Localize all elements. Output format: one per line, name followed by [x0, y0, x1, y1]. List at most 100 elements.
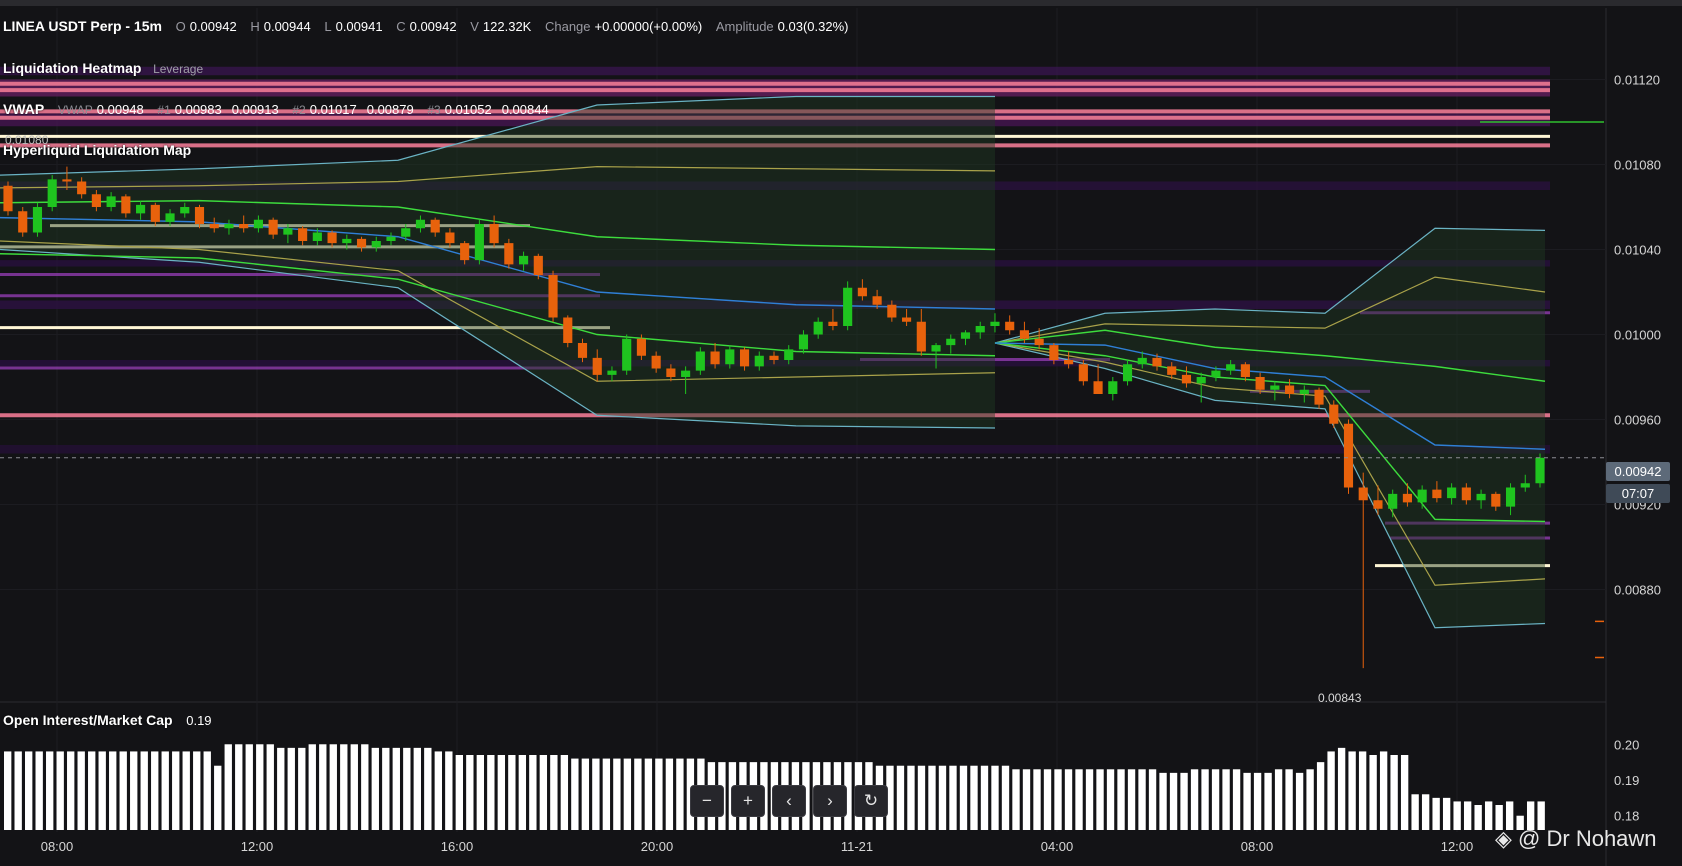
- oi-bar: [98, 751, 106, 830]
- scroll-left-button[interactable]: ‹: [772, 785, 806, 817]
- hyperliquid-legend[interactable]: Hyperliquid Liquidation Map: [3, 142, 191, 158]
- scroll-right-button[interactable]: ›: [813, 785, 847, 817]
- candle-body: [813, 321, 823, 335]
- candle-body: [1505, 487, 1516, 507]
- oi-bar: [140, 751, 148, 830]
- candle-body: [1181, 374, 1192, 384]
- liquidation-line: [0, 109, 1550, 114]
- oi-bar: [1337, 747, 1346, 830]
- vwap-band3-lower: [0, 248, 996, 429]
- liquidation-level: [0, 245, 510, 249]
- oi-bar: [655, 758, 663, 830]
- candle-body: [1093, 381, 1103, 394]
- candle-body: [1417, 489, 1427, 503]
- vwap-band3-upper: [994, 227, 1546, 344]
- oi-bar: [56, 751, 64, 830]
- oi-bar: [161, 751, 169, 830]
- candle-body: [1078, 364, 1088, 382]
- oi-legend[interactable]: Open Interest/Market Cap 0.19: [3, 712, 212, 728]
- candle-body: [1122, 364, 1133, 382]
- oi-bar: [1526, 801, 1535, 830]
- oi-bar: [938, 765, 947, 830]
- heatmap-band: [0, 260, 1550, 267]
- oi-bar: [518, 755, 527, 830]
- candle-body: [1285, 385, 1295, 394]
- oi-bar: [1463, 801, 1472, 830]
- oi-bar: [46, 751, 54, 830]
- oi-bar: [392, 747, 400, 830]
- oi-y-tick-label: 0.19: [1614, 773, 1639, 788]
- oi-bar: [1453, 801, 1461, 830]
- candle-body: [960, 332, 971, 339]
- oi-bar: [1274, 769, 1283, 830]
- oi-bar: [1033, 769, 1041, 830]
- candle-body: [1329, 404, 1339, 424]
- oi-bar: [571, 758, 579, 830]
- band2-key: #2: [292, 103, 306, 117]
- reset-chart-button[interactable]: ↻: [854, 785, 888, 817]
- oi-bar: [1211, 769, 1220, 830]
- liquidation-level: [50, 224, 530, 228]
- heatmap-band: [0, 300, 1550, 309]
- oi-bar: [560, 755, 569, 830]
- high-key: H: [250, 19, 260, 34]
- candle-body: [1491, 493, 1501, 507]
- oi-bar: [1054, 769, 1062, 830]
- vwap-band2-lower: [994, 342, 1546, 586]
- oi-bar: [1243, 772, 1251, 830]
- candle-body: [194, 207, 205, 224]
- oi-bar: [455, 755, 463, 830]
- zoom-out-button[interactable]: −: [690, 785, 724, 817]
- zoom-in-button[interactable]: +: [731, 785, 765, 817]
- band3-lower: 0.00844: [501, 102, 549, 117]
- candle-body: [91, 194, 101, 207]
- candle-body: [1137, 357, 1147, 365]
- oi-bar: [466, 755, 474, 830]
- open-key: O: [175, 19, 186, 34]
- candle-body: [548, 275, 558, 318]
- oi-bar: [277, 747, 285, 830]
- oi-bar: [949, 765, 957, 830]
- candle-body: [1005, 321, 1015, 331]
- candle-body: [1255, 377, 1265, 390]
- oi-bar: [1495, 805, 1503, 830]
- oi-bar: [980, 765, 989, 830]
- oi-bar: [1327, 751, 1335, 830]
- heatmap-legend[interactable]: Liquidation Heatmap Leverage: [3, 60, 203, 76]
- x-tick-label: 12:00: [241, 839, 274, 854]
- oi-bar: [497, 755, 506, 830]
- candle-body: [592, 357, 602, 375]
- candle-body: [916, 321, 926, 352]
- oi-bar: [623, 758, 632, 830]
- volume-value: 122.32K: [482, 19, 532, 34]
- oi-bar: [224, 744, 232, 830]
- oi-bar: [550, 755, 558, 830]
- oi-bar: [1096, 769, 1104, 830]
- oi-bar: [613, 758, 621, 830]
- oi-bar: [77, 751, 85, 830]
- oi-bar: [1222, 769, 1230, 830]
- oi-bar: [67, 751, 75, 830]
- candle-body: [3, 185, 13, 212]
- top-border: [0, 0, 1682, 6]
- oi-bar: [959, 765, 968, 830]
- candle-body: [136, 204, 146, 214]
- candle-body: [1034, 338, 1044, 346]
- candle-body: [828, 321, 838, 326]
- candle-body: [121, 196, 131, 214]
- candle-body: [239, 224, 249, 229]
- oi-bar: [151, 751, 159, 830]
- vwap-legend[interactable]: VWAP VWAP 0.00948 #1 0.00983 0.00913 #2 0.01…: [3, 101, 549, 117]
- oi-bar: [1285, 769, 1293, 830]
- oi-bar: [581, 758, 590, 830]
- candle-body: [77, 181, 87, 195]
- heatmap-band: [0, 181, 1550, 190]
- candle-body: [1196, 377, 1206, 384]
- oi-value: 0.19: [186, 713, 212, 728]
- oi-bar: [487, 755, 495, 830]
- oi-bar: [1001, 765, 1010, 830]
- oi-bar: [193, 751, 201, 830]
- oi-bar: [172, 751, 180, 830]
- band1-key: #1: [157, 103, 171, 117]
